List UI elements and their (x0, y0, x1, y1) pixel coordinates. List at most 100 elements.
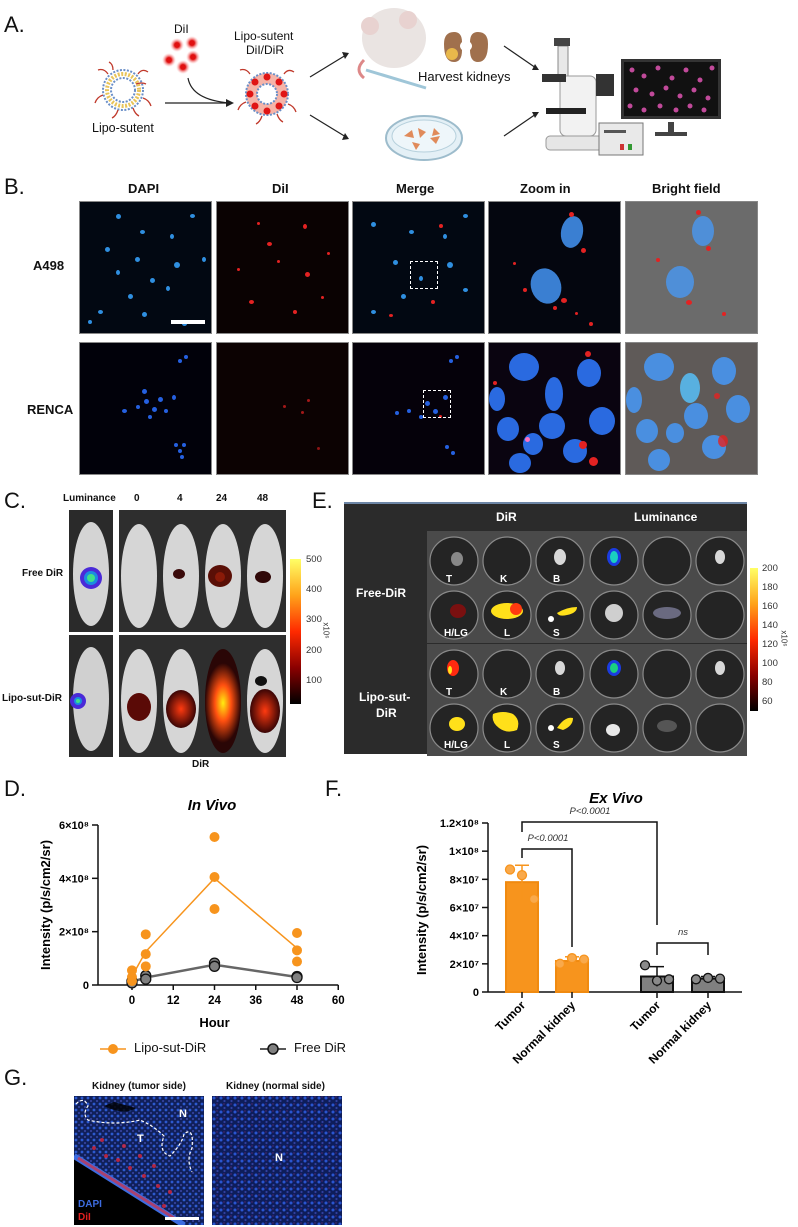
chart-d-point (140, 961, 151, 972)
col-header-dil: DiI (272, 181, 289, 196)
chart-f-point (690, 974, 702, 985)
chart-d-x-tick: 0 (129, 995, 135, 1007)
panel-e-letter: E. (312, 488, 333, 513)
chart-d-y-tick: 6×10⁸ (59, 820, 89, 832)
col-header-dapi: DAPI (128, 181, 160, 196)
liposome-label: Lipo-sutent (92, 121, 154, 135)
e-organ-label-s-1: S (553, 628, 560, 639)
e-colorbar-tick-140: 140 (762, 620, 778, 631)
c-colorbar-tick-100: 100 (306, 675, 322, 686)
chart-d-x-tick: 24 (208, 995, 221, 1007)
legend-free-dir-marker-icon (260, 1043, 286, 1055)
c-header-time-24: 24 (216, 493, 228, 504)
c-colorbar-tick-400: 400 (306, 584, 322, 595)
chart-d-point (208, 960, 221, 972)
c-free-dir-luminance-image (69, 510, 113, 632)
g-tumor-region-label: T (137, 1133, 144, 1145)
c-header-time-48: 48 (257, 493, 269, 504)
arrows-to-microscope (503, 45, 539, 137)
chart-d-xlabel: Hour (199, 1015, 229, 1030)
petri-dish-icon (385, 115, 463, 161)
g-scale-bar (165, 1217, 199, 1220)
panel-c-letter: C. (4, 488, 26, 513)
c-header-time-0: 0 (134, 493, 140, 504)
e-organ-label-hlg-1: H/LG (444, 628, 468, 639)
panel-f-letter: F. (325, 776, 343, 801)
chart-d-legend: Lipo-sut-DiR Free DiR (100, 1040, 380, 1060)
mouse-illustration (357, 8, 427, 90)
e-organ-label-s-2: S (553, 740, 560, 751)
e-lipo-sut-dir-plate-image (427, 644, 747, 756)
renca-dil-image (216, 342, 349, 475)
monitor-screen (621, 59, 721, 119)
e-header-luminance: Luminance (634, 510, 698, 524)
chart-f-point (504, 864, 516, 875)
e-organ-label-b-2: B (553, 687, 561, 698)
chart-f-y-tick: 6×10⁷ (450, 903, 480, 915)
row-label-renca: RENCA (27, 402, 74, 417)
panel-b-letter: B. (4, 174, 25, 199)
chart-f-significance-label: ns (678, 927, 688, 938)
e-organ-label-t-2: T (446, 687, 453, 698)
monitor-stand (668, 122, 674, 132)
chart-f-point (663, 974, 675, 985)
panel-a-letter: A. (4, 12, 25, 37)
e-ex-vivo-imaging-panel: DiR Luminance Free-DiR Lipo-sut- DiR (344, 502, 747, 756)
chart-d-x-tick: 36 (249, 995, 262, 1007)
chart-d-point (292, 945, 302, 956)
dil-dots-icon (162, 36, 200, 74)
e-colorbar-tick-160: 160 (762, 601, 778, 612)
liposome-icon (94, 61, 152, 119)
loaded-liposome-label-2: DiI/DiR (246, 43, 284, 57)
g-normal-region-label-1: N (179, 1108, 187, 1120)
e-free-dir-plate-image (427, 531, 747, 643)
e-colorbar-unit: x10⁶ (779, 630, 789, 647)
e-colorbar-tick-60: 60 (762, 696, 773, 707)
chart-d-x-tick: 60 (332, 995, 345, 1007)
chart-f-x-tick: Tumor (492, 998, 528, 1034)
a498-zoom-in-image (488, 201, 621, 334)
chart-f-y-tick: 1.2×10⁸ (440, 818, 479, 830)
col-header-bright-field: Bright field (652, 181, 721, 196)
monitor-cells-image (627, 65, 715, 113)
chart-d-y-tick: 0 (83, 980, 89, 992)
chart-f-y-tick: 0 (473, 987, 479, 999)
row-label-a498: A498 (33, 258, 65, 273)
chart-f-x-tick: Tumor (627, 998, 663, 1034)
e-row-free-dir: Free-DiR (356, 586, 407, 600)
c-lipo-sut-dir-dir-image (119, 635, 286, 757)
dil-label: DiI (174, 22, 189, 36)
zoom-region-box (410, 261, 438, 289)
c-footer-dir: DiR (192, 759, 210, 770)
e-organ-label-k-2: K (500, 687, 508, 698)
chart-f-point (702, 972, 714, 984)
c-colorbar-tick-300: 300 (306, 614, 322, 625)
e-colorbar-tick-120: 120 (762, 639, 778, 650)
g-normal-region-label-2: N (275, 1152, 283, 1164)
chart-f-significance-label: P<0.0001 (570, 806, 611, 817)
chart-d-point (292, 928, 302, 938)
chart-f-y-tick: 2×10⁷ (450, 959, 480, 971)
chart-d-point (140, 929, 151, 940)
e-organ-label-b-1: B (553, 574, 561, 585)
microscope-icon (542, 38, 614, 151)
chart-d-point (140, 973, 152, 985)
branch-arrows (309, 52, 349, 140)
chart-d-point (209, 872, 220, 882)
chart-f-title: Ex Vivo (589, 790, 643, 807)
chart-f-point (516, 869, 528, 881)
loaded-liposome-label-1: Lipo-sutent (234, 29, 294, 43)
zoom-region-box (423, 390, 451, 418)
c-header-time-4: 4 (177, 493, 183, 504)
renca-bright-field-image (625, 342, 758, 475)
chart-d-point (209, 832, 220, 842)
e-header-dir: DiR (496, 510, 517, 524)
chart-f-point (578, 954, 590, 965)
a498-merge-image (352, 201, 485, 334)
c-colorbar-unit: x10⁶ (321, 622, 331, 639)
c-row-lipo-sut-dir: Lipo-sut-DiR (2, 693, 62, 704)
chart-d-point (140, 949, 151, 960)
panel-d-letter: D. (4, 776, 26, 801)
e-colorbar-tick-80: 80 (762, 677, 773, 688)
chart-d-x-tick: 48 (291, 995, 304, 1007)
